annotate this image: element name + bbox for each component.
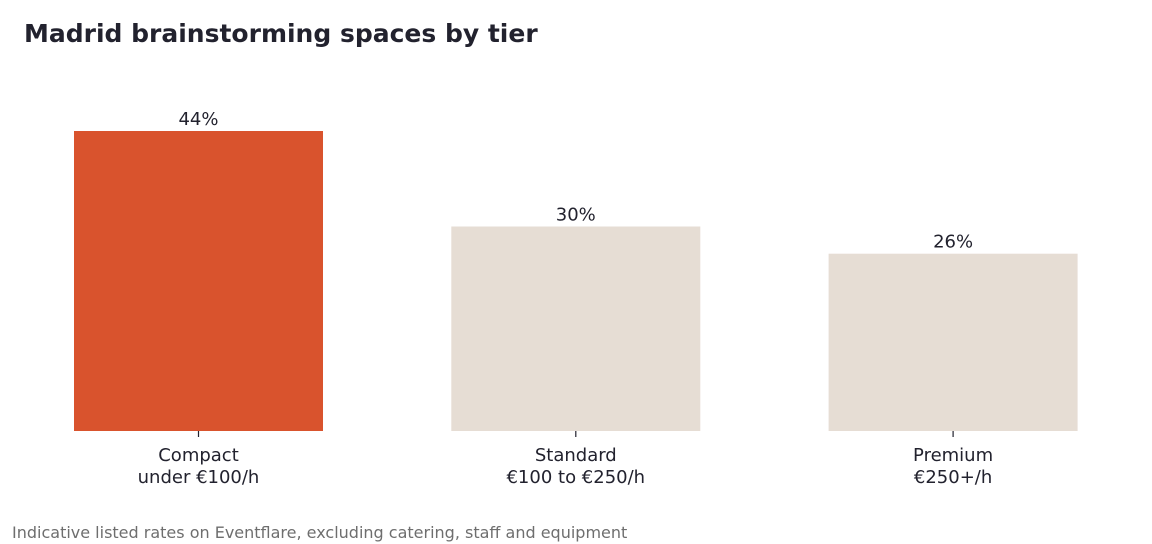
value-label: 30% [556,205,596,226]
category-sublabel: €250+/h [914,467,992,488]
footnote: Indicative listed rates on Eventflare, e… [12,523,628,542]
chart-title: Madrid brainstorming spaces by tier [24,19,538,48]
bar-standard [451,226,701,431]
bar-premium [828,253,1078,431]
bar-compact [74,131,323,431]
category-label: Premium [913,445,993,466]
category-label: Standard [535,445,617,466]
value-labels-group: 44% 30% 26% [178,109,973,253]
category-sublabel: €100 to €250/h [506,467,645,488]
value-label: 26% [933,232,973,253]
x-ticks-group [197,431,954,437]
category-sublabel: under €100/h [138,467,260,488]
category-label: Compact [158,445,239,466]
bars-group [74,131,1078,431]
value-label: 44% [178,109,218,130]
